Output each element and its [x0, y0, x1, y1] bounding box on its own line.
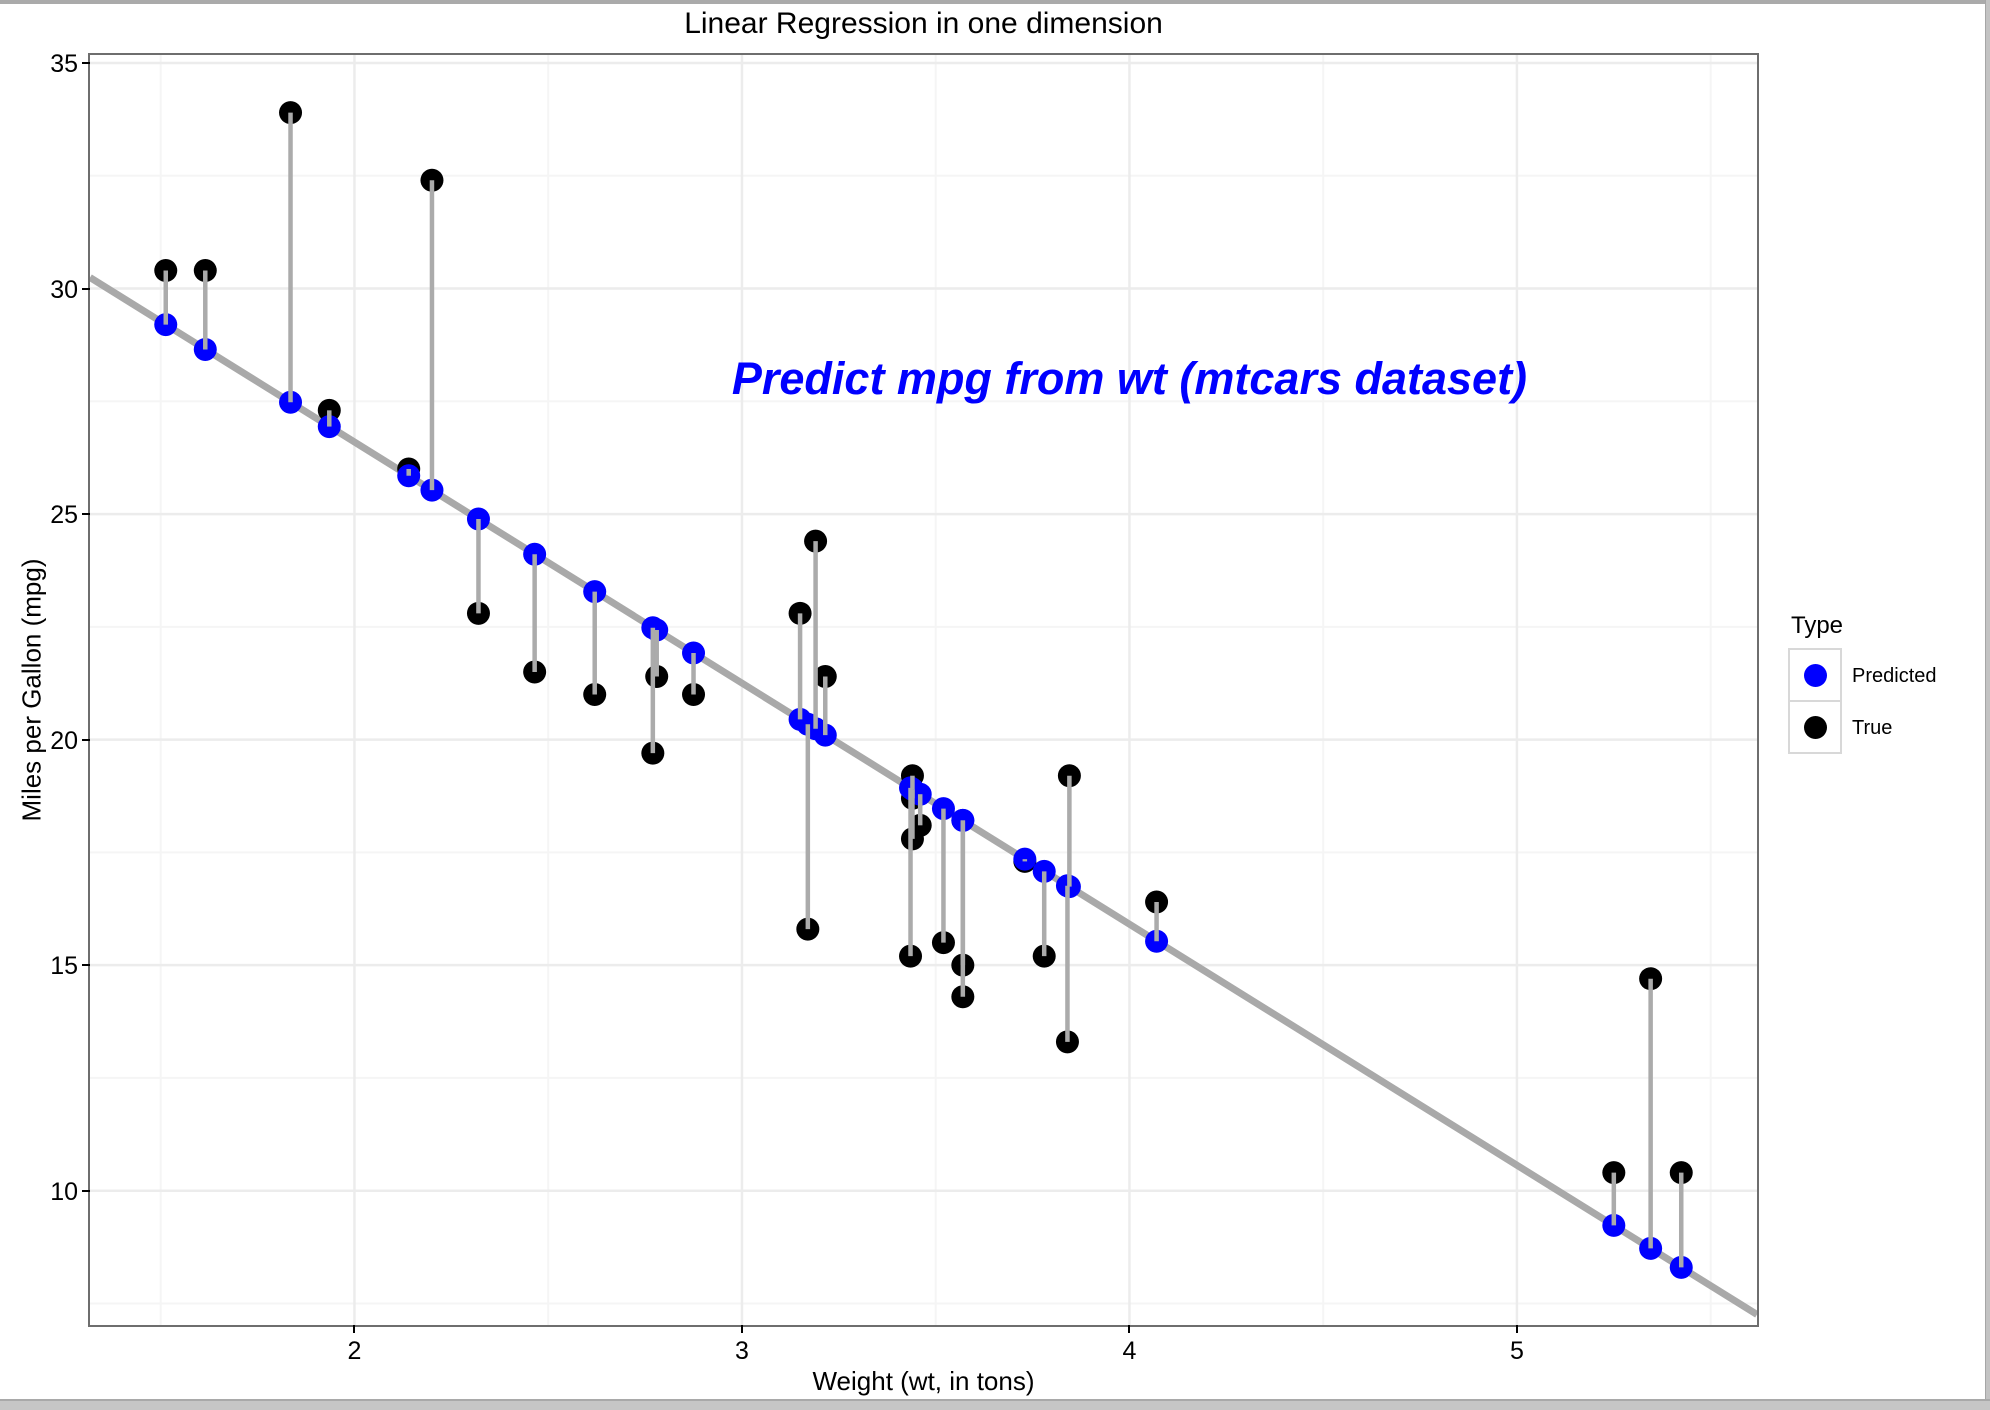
legend-key-box [1788, 648, 1842, 702]
legend: Type Predicted True [1788, 612, 1937, 754]
y-tick-label: 20 [50, 726, 78, 755]
horizontal-scrollbar-track[interactable] [0, 1399, 1990, 1410]
legend-label: Predicted [1852, 664, 1937, 687]
legend-entry-true: True [1788, 700, 1937, 754]
x-tick-mark [353, 1325, 356, 1333]
predicted-point [523, 542, 547, 566]
predicted-point-icon [1803, 663, 1827, 687]
x-tick-label: 3 [735, 1337, 749, 1365]
y-tick-mark [82, 1189, 90, 1192]
y-tick-mark [82, 513, 90, 516]
legend-items: Predicted True [1788, 648, 1937, 754]
x-tick-label: 4 [1122, 1337, 1137, 1365]
legend-label: True [1852, 716, 1893, 739]
y-tick-label: 10 [50, 1177, 78, 1206]
x-axis-title: Weight (wt, in tons) [812, 1366, 1035, 1396]
annotation-text: Predict mpg from wt (mtcars dataset) [731, 352, 1528, 404]
plot-canvas [90, 55, 1757, 1325]
y-tick-label: 25 [50, 501, 78, 530]
y-tick-mark [82, 964, 90, 967]
y-tick-label: 30 [50, 275, 78, 304]
y-tick-mark [82, 62, 90, 64]
y-tick-mark [82, 738, 90, 741]
y-tick-label: 35 [50, 50, 78, 78]
plot-panel [88, 53, 1759, 1327]
y-tick-label: 15 [50, 952, 78, 981]
y-axis-title: Miles per Gallon (mpg) [16, 558, 47, 822]
legend-entry-predicted: Predicted [1788, 648, 1937, 702]
true-point-icon [1803, 715, 1827, 739]
x-tick-label: 5 [1509, 1337, 1524, 1365]
y-tick-mark [82, 287, 90, 290]
x-tick-mark [1515, 1325, 1518, 1333]
x-tick-mark [740, 1325, 743, 1333]
x-tick-label: 2 [347, 1337, 362, 1365]
legend-key-box [1788, 700, 1842, 754]
x-tick-mark [1128, 1325, 1131, 1333]
window-top-edge [0, 0, 1990, 4]
vertical-scrollbar-track[interactable] [1985, 0, 1990, 1410]
legend-title: Type [1791, 612, 1844, 639]
chart-title: Linear Regression in one dimension [684, 7, 1163, 40]
